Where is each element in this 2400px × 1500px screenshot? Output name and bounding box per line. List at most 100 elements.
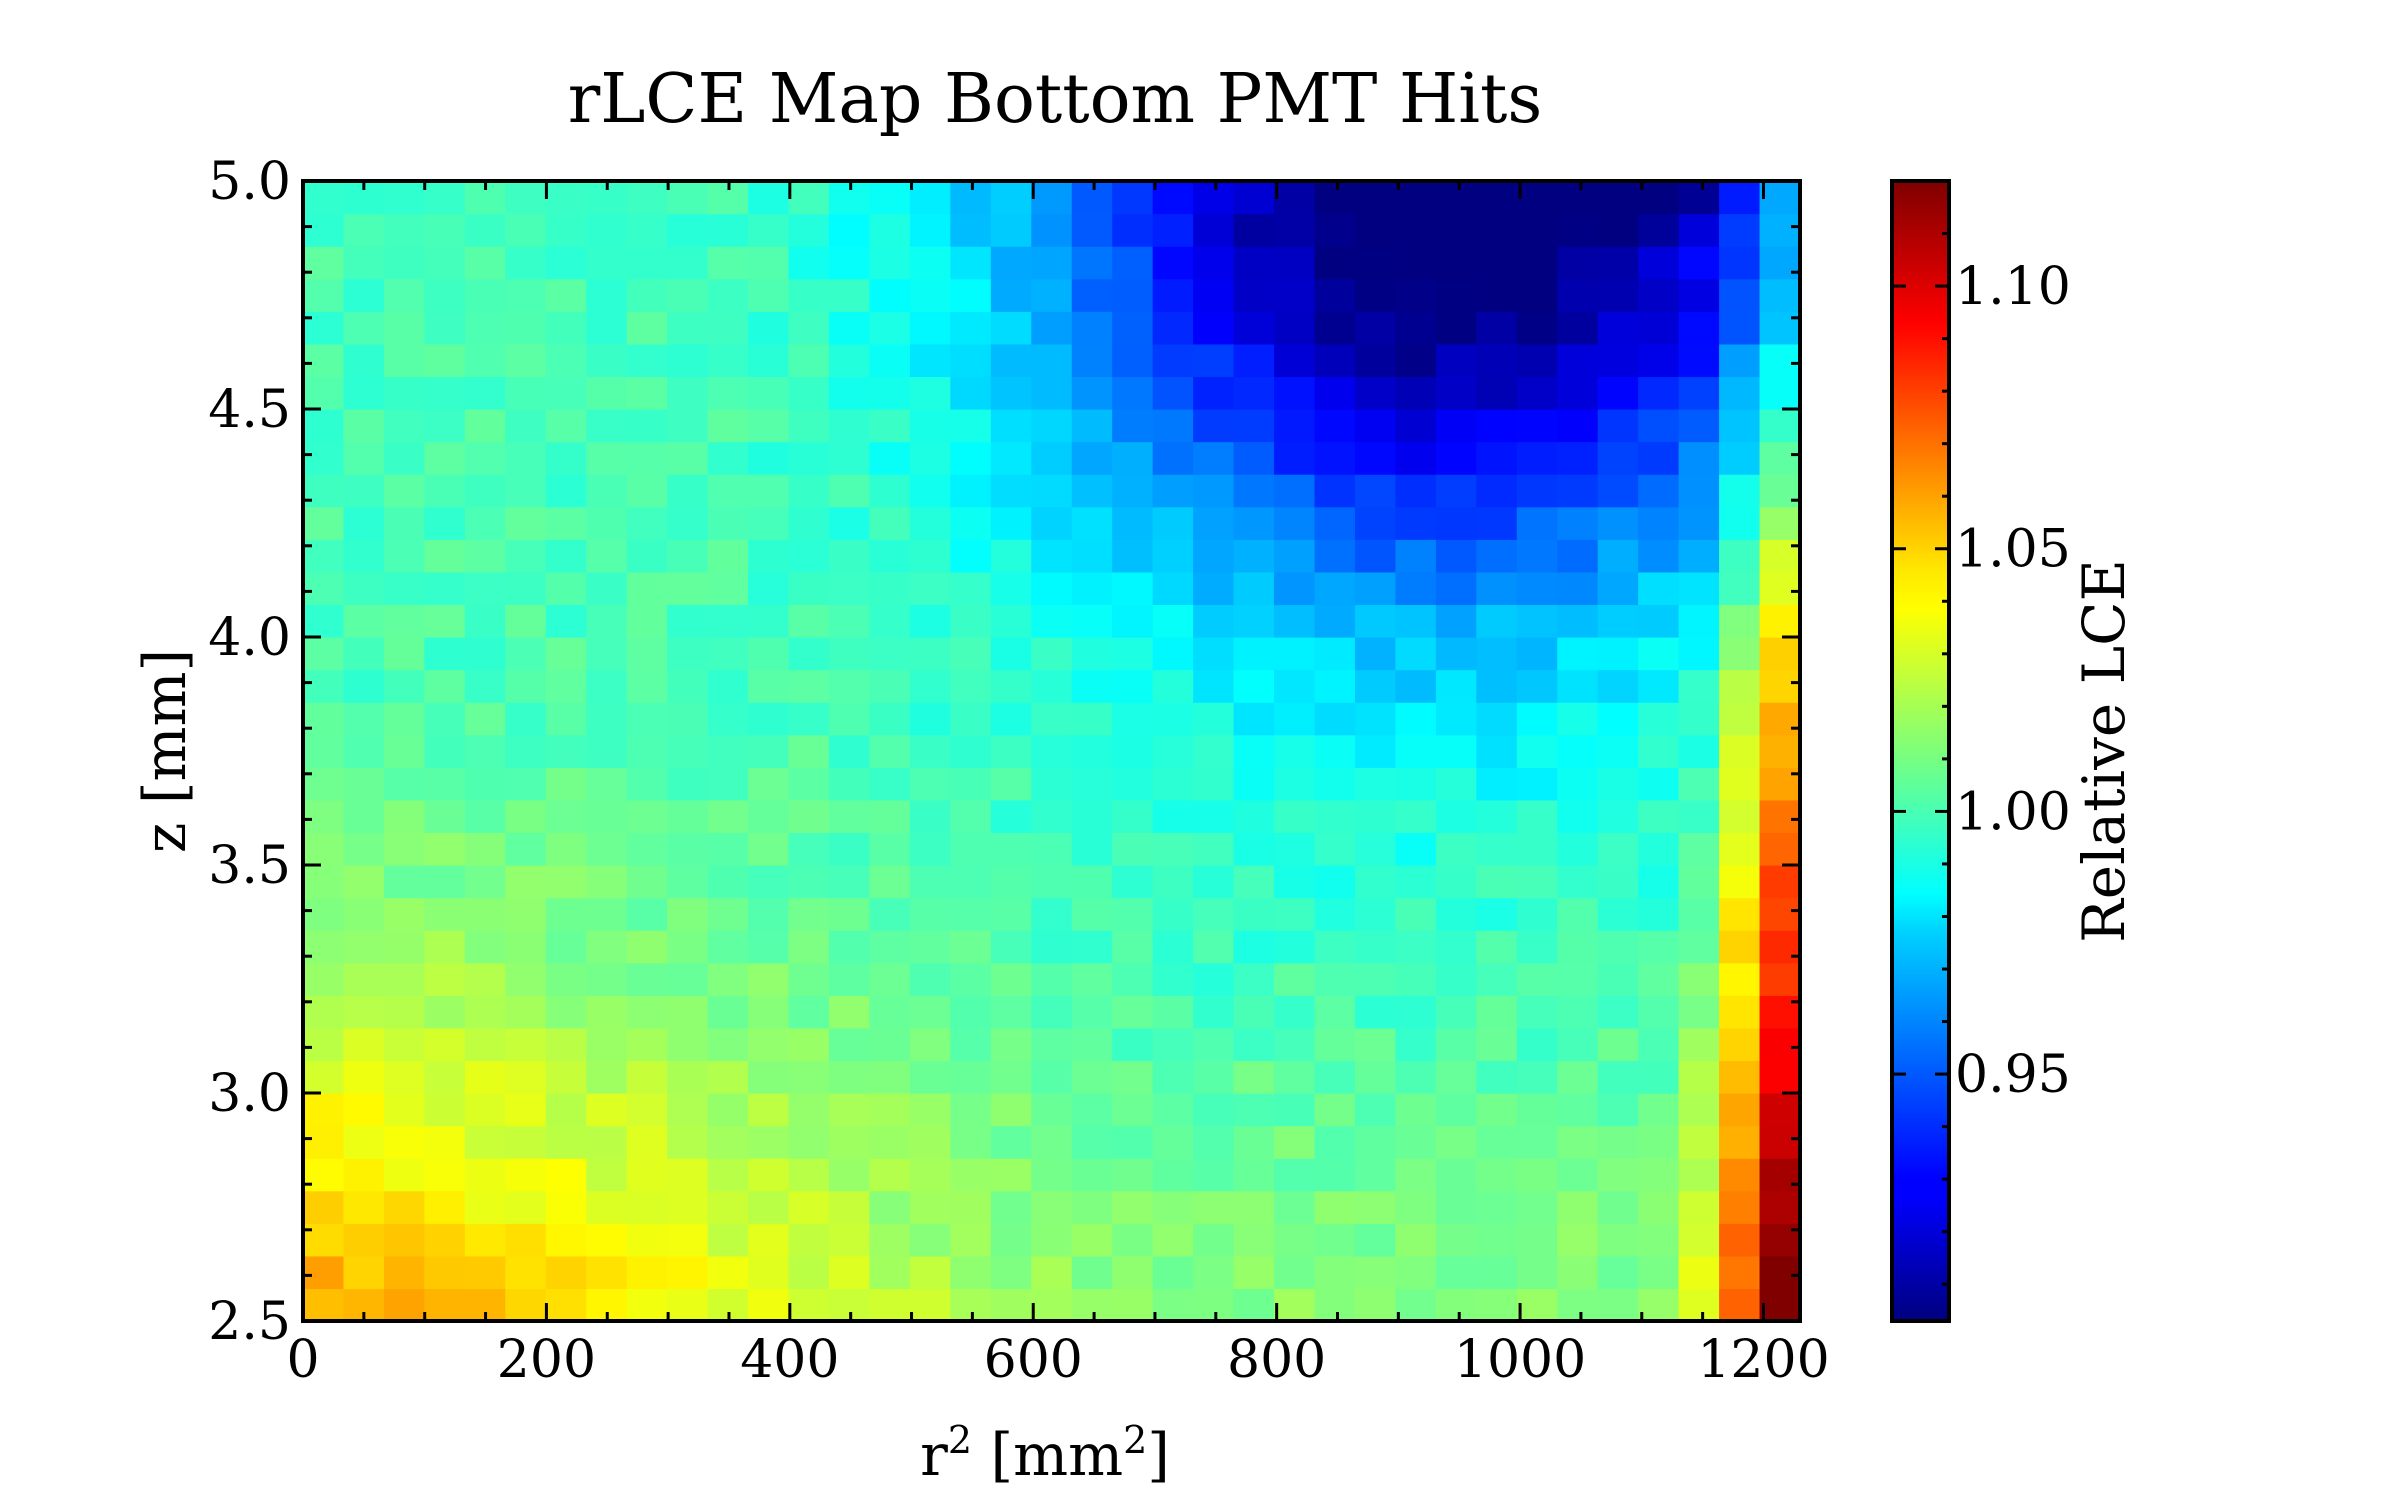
heatmap-cell <box>1314 930 1356 964</box>
heatmap-cell <box>869 1060 911 1094</box>
heatmap-cell <box>343 1125 385 1159</box>
heatmap-cell <box>1031 1158 1073 1192</box>
heatmap-cell <box>1759 1158 1801 1192</box>
heatmap-cell <box>1719 897 1761 931</box>
heatmap-cell <box>1233 1125 1275 1159</box>
heatmap-cell <box>1638 246 1680 280</box>
heatmap-cell <box>1395 832 1437 866</box>
heatmap-cell <box>1476 181 1518 215</box>
heatmap-cell <box>464 278 506 312</box>
heatmap-cell <box>1638 539 1680 573</box>
heatmap-cell <box>1274 181 1316 215</box>
heatmap-cell <box>1476 637 1518 671</box>
heatmap-cell <box>303 734 345 768</box>
heatmap-cell <box>788 311 830 345</box>
heatmap-cell <box>1314 1027 1356 1062</box>
heatmap-cell <box>545 213 587 247</box>
heatmap-cell <box>788 734 830 768</box>
heatmap-cell <box>1395 962 1437 996</box>
heatmap-cell <box>1233 474 1275 508</box>
heatmap-cell <box>909 1027 951 1062</box>
heatmap-cell <box>707 702 749 736</box>
heatmap-cell <box>1476 1060 1518 1094</box>
heatmap-cell <box>1678 767 1720 801</box>
heatmap-cell <box>1152 930 1194 964</box>
heatmap-cell <box>667 1255 709 1290</box>
heatmap-cell <box>1435 669 1477 703</box>
heatmap-cell <box>1314 474 1356 508</box>
heatmap-cell <box>828 1255 871 1290</box>
heatmap-cell <box>748 897 790 931</box>
heatmap-cell <box>1435 246 1477 280</box>
heatmap-cell <box>1274 539 1316 573</box>
heatmap-cell <box>1678 799 1720 834</box>
heatmap-cell <box>1557 1125 1599 1159</box>
heatmap-cell <box>869 832 911 866</box>
heatmap-cell <box>1557 1190 1599 1224</box>
heatmap-cell <box>1476 1288 1518 1322</box>
heatmap-cell <box>1719 506 1761 540</box>
heatmap-cell <box>1678 1125 1720 1159</box>
heatmap-cell <box>343 409 385 443</box>
heatmap-cell <box>424 604 466 638</box>
heatmap-cell <box>1152 734 1194 768</box>
heatmap-cell <box>788 995 830 1029</box>
heatmap-cell <box>1193 278 1235 312</box>
heatmap-cell <box>1112 930 1154 964</box>
heatmap-cell <box>748 1288 790 1322</box>
heatmap-cell <box>383 799 425 834</box>
heatmap-cell <box>1314 311 1356 345</box>
heatmap-cell <box>1354 246 1397 280</box>
heatmap-cell <box>626 1027 668 1062</box>
heatmap-cell <box>1759 702 1801 736</box>
heatmap-cell <box>505 181 547 215</box>
heatmap-cell <box>1314 1125 1356 1159</box>
heatmap-cell <box>1678 604 1720 638</box>
heatmap-cell <box>1193 246 1235 280</box>
heatmap-cell <box>828 1093 871 1127</box>
heatmap-cell <box>626 311 668 345</box>
heatmap-cell <box>424 441 466 475</box>
heatmap-cell <box>1031 181 1073 215</box>
heatmap-cell <box>1435 343 1477 378</box>
heatmap-cell <box>1638 832 1680 866</box>
heatmap-cell <box>586 962 628 996</box>
heatmap-cell <box>1354 213 1397 247</box>
x-tick-label: 0 <box>286 1330 319 1390</box>
heatmap-cell <box>1354 1125 1397 1159</box>
heatmap-cell <box>1557 767 1599 801</box>
heatmap-cell <box>1112 995 1154 1029</box>
heatmap-cell <box>869 1288 911 1322</box>
heatmap-cell <box>505 506 547 540</box>
heatmap-cell <box>667 995 709 1029</box>
heatmap-cell <box>343 1158 385 1192</box>
heatmap-cell <box>1435 702 1477 736</box>
heatmap-cell <box>424 213 466 247</box>
heatmap-cell <box>1233 865 1275 899</box>
heatmap-cell <box>303 930 345 964</box>
heatmap-cell <box>1759 571 1801 606</box>
heatmap-cell <box>1354 506 1397 540</box>
heatmap-cell <box>1354 1255 1397 1290</box>
heatmap-cell <box>1719 213 1761 247</box>
heatmap-cell <box>1516 1190 1558 1224</box>
x-axis-label: r2 [mm2] <box>920 1418 1170 1489</box>
heatmap-cell <box>1638 1288 1680 1322</box>
heatmap-cell <box>828 1060 871 1094</box>
heatmap-cell <box>626 246 668 280</box>
heatmap-cell <box>1759 767 1801 801</box>
heatmap-cell <box>1031 1255 1073 1290</box>
heatmap-cell <box>990 1190 1032 1224</box>
heatmap-cell <box>1516 637 1558 671</box>
heatmap-cell <box>545 409 587 443</box>
heatmap-cell <box>707 343 749 378</box>
heatmap-cell <box>586 343 628 378</box>
heatmap-cell <box>1435 897 1477 931</box>
heatmap-cell <box>1516 343 1558 378</box>
heatmap-cell <box>788 1223 830 1257</box>
heatmap-cell <box>1557 376 1599 410</box>
heatmap-cell <box>464 1223 506 1257</box>
heatmap-cell <box>1759 637 1801 671</box>
heatmap-cell <box>1071 1125 1113 1159</box>
heatmap-cell <box>1435 604 1477 638</box>
